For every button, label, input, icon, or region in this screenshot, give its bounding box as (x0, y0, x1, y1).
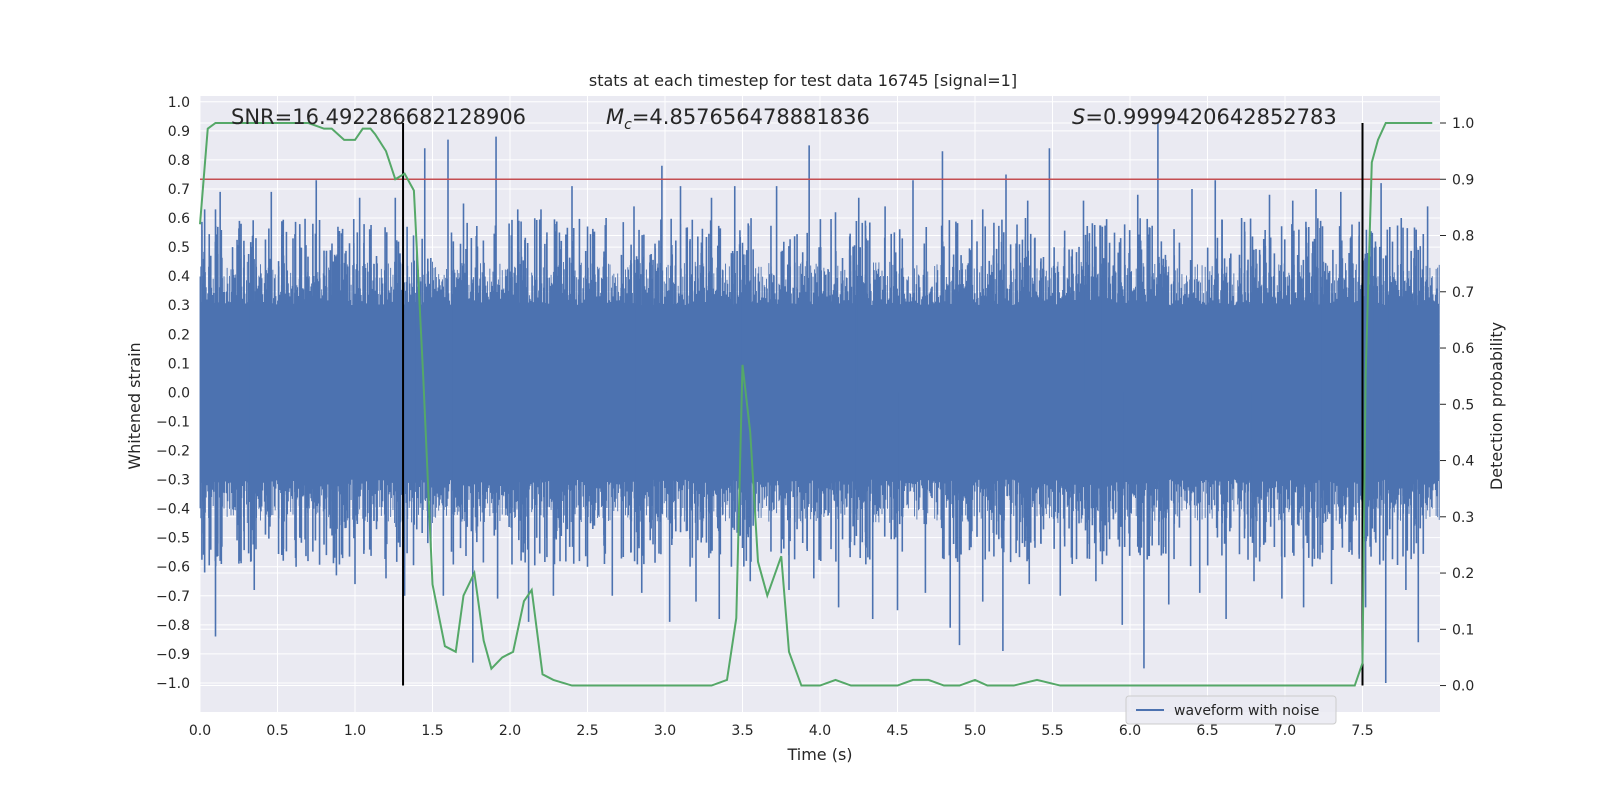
x-tick-label: 6.5 (1196, 723, 1218, 739)
y-tick-label: 1.0 (168, 95, 190, 111)
legend-label: waveform with noise (1174, 703, 1319, 719)
x-tick-label: 1.0 (344, 723, 366, 739)
x-tick-label: 5.5 (1041, 723, 1063, 739)
y-tick-label: 0.1 (168, 356, 190, 372)
y-tick-label: −0.8 (156, 618, 190, 634)
snr-annotation: SNR=16.492286682128906 (231, 105, 526, 129)
x-tick-label: 4.5 (886, 723, 908, 739)
y-tick-label: −0.5 (156, 531, 190, 547)
x-tick-label: 3.5 (731, 723, 753, 739)
y-tick-label: 0.6 (168, 211, 190, 227)
y-axis-ticks: 1.0 0.9 0.8 0.7 0.6 0.5 0.4 0.3 0.2 0.1 0.0 −0.1 −0.… (156, 95, 190, 692)
y-tick-label: 0.7 (168, 182, 190, 198)
waveform-spike-lines (201, 122, 1429, 683)
y2-tick-label: 0.4 (1452, 454, 1474, 470)
y2-axis-title: Detection probability (1487, 322, 1506, 490)
y2-tick-label: 0.8 (1452, 229, 1474, 245)
x-tick-label: 4.0 (809, 723, 831, 739)
y-tick-label: −0.1 (156, 414, 190, 430)
x-axis-ticks: 0.0 0.5 1.0 1.5 2.0 2.5 3.0 3.5 4.0 4.5 5.0 5.5 6.0 6… (189, 723, 1374, 739)
y-axis-title: Whitened strain (125, 342, 144, 469)
y2-tick-label: 0.1 (1452, 622, 1474, 638)
y-tick-label: 0.0 (168, 385, 190, 401)
y-tick-label: −1.0 (156, 676, 190, 692)
y2-tick-label: 0.5 (1452, 397, 1474, 413)
x-tick-label: 7.5 (1351, 723, 1373, 739)
score-symbol: S (1072, 105, 1085, 129)
x-axis-title: Time (s) (786, 745, 852, 764)
y2-tick-label: 1.0 (1452, 116, 1474, 132)
y-tick-label: 0.2 (168, 327, 190, 343)
x-tick-label: 1.5 (421, 723, 443, 739)
chart-title: stats at each timestep for test data 167… (589, 71, 1017, 90)
legend: waveform with noise (1125, 695, 1337, 725)
score-value: =0.9999420642852783 (1085, 105, 1336, 129)
x-tick-label: 2.0 (499, 723, 521, 739)
x-tick-label: 5.0 (964, 723, 986, 739)
chirp-mass-subscript: c (624, 117, 632, 133)
chirp-mass-symbol: M (606, 105, 624, 129)
y-tick-label: −0.2 (156, 443, 190, 459)
y2-tick-label: 0.6 (1452, 341, 1474, 357)
y-tick-label: 0.9 (168, 124, 190, 140)
y-tick-label: −0.4 (156, 502, 190, 518)
legend-box (1125, 695, 1337, 725)
y-tick-label: 0.4 (168, 269, 190, 285)
probability-series-line (199, 122, 1433, 687)
y-tick-label: −0.9 (156, 647, 190, 663)
y2-tick-label: 0.2 (1452, 566, 1474, 582)
y2-tick-label: 0.9 (1452, 172, 1474, 188)
y2-tick-label: 0.3 (1452, 510, 1474, 526)
x-tick-label: 3.0 (654, 723, 676, 739)
y-tick-label: −0.6 (156, 560, 190, 576)
y-tick-label: 0.8 (168, 153, 190, 169)
y2-tick-label: 0.0 (1452, 679, 1474, 695)
y2-tick-label: 0.7 (1452, 285, 1474, 301)
waveform-series (199, 122, 1440, 683)
y-tick-label: 0.3 (168, 298, 190, 314)
x-tick-label: 6.0 (1119, 723, 1141, 739)
x-tick-label: 2.5 (576, 723, 598, 739)
chirp-mass-value: =4.857656478881836 (632, 105, 870, 129)
x-tick-label: 0.5 (266, 723, 288, 739)
score-annotation: S=0.9999420642852783 (1072, 105, 1337, 129)
y-tick-label: 0.5 (168, 240, 190, 256)
y-tick-label: −0.3 (156, 473, 190, 489)
x-tick-label: 7.0 (1274, 723, 1296, 739)
chirp-mass-annotation: Mc=4.857656478881836 (606, 105, 870, 133)
y-tick-label: −0.7 (156, 589, 190, 605)
y2-axis-ticks: 1.0 0.9 0.8 0.7 0.6 0.5 0.4 0.3 0.2 0.1 0.0 (1440, 116, 1474, 695)
x-tick-label: 0.0 (189, 723, 211, 739)
